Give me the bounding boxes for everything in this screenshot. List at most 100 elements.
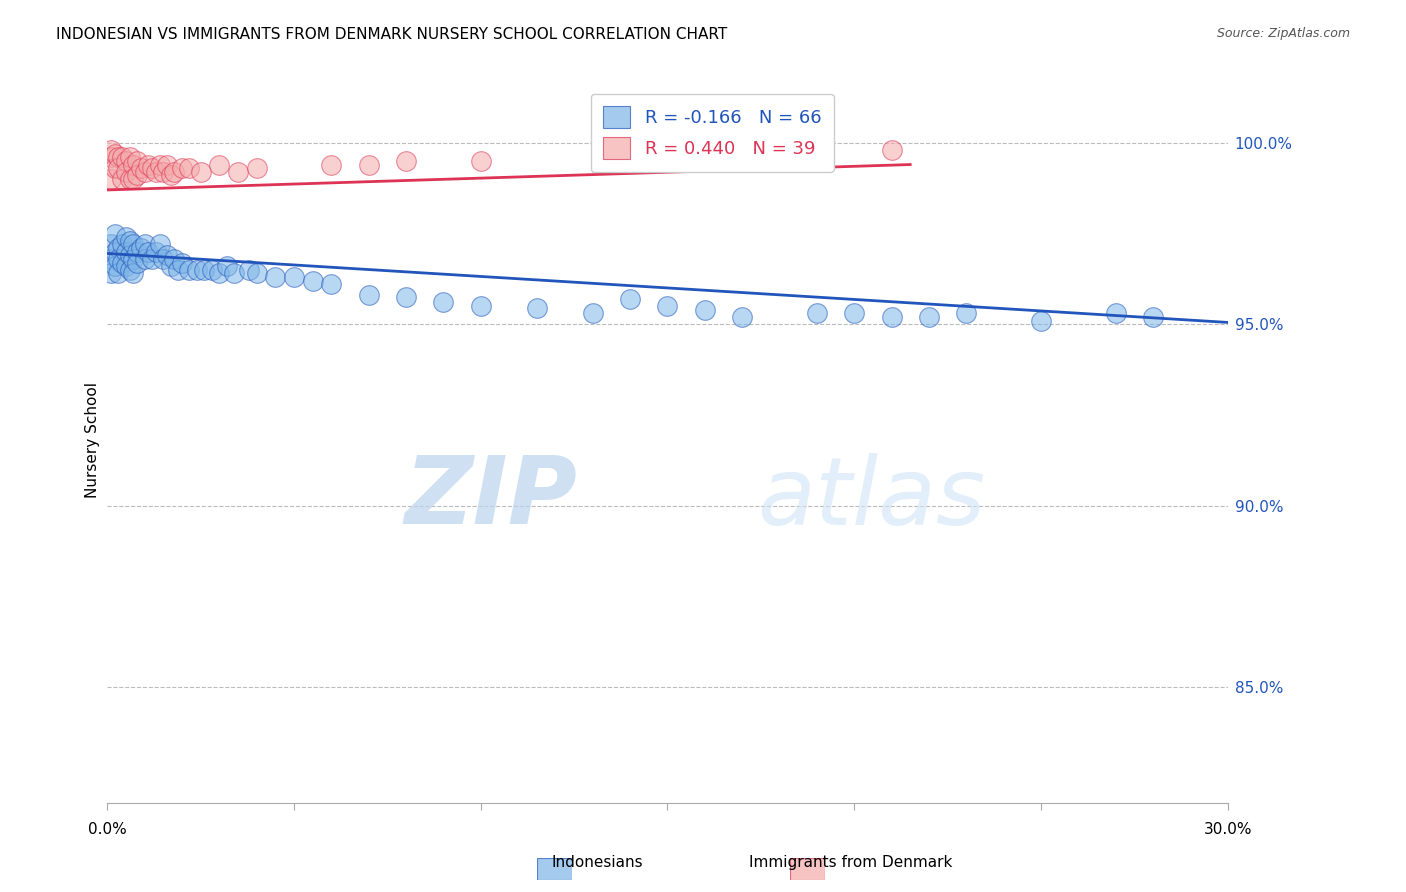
Point xyxy=(145,244,167,259)
Point xyxy=(104,146,127,161)
Text: Source: ZipAtlas.com: Source: ZipAtlas.com xyxy=(1216,27,1350,40)
Point xyxy=(100,150,122,164)
Point xyxy=(129,161,152,176)
Point xyxy=(432,295,454,310)
Point xyxy=(619,150,641,164)
Point xyxy=(186,262,208,277)
Text: 30.0%: 30.0% xyxy=(1204,822,1251,837)
Point xyxy=(127,255,149,269)
Point xyxy=(179,262,201,277)
Point xyxy=(880,310,903,324)
Point xyxy=(918,310,941,324)
Text: INDONESIAN VS IMMIGRANTS FROM DENMARK NURSERY SCHOOL CORRELATION CHART: INDONESIAN VS IMMIGRANTS FROM DENMARK NU… xyxy=(56,27,727,42)
Point xyxy=(170,161,193,176)
Point xyxy=(170,255,193,269)
Point xyxy=(208,157,231,171)
Point xyxy=(283,270,305,285)
Point xyxy=(104,227,127,241)
Point xyxy=(118,262,141,277)
Point xyxy=(693,302,716,317)
Point xyxy=(156,248,179,262)
Point xyxy=(111,172,134,186)
Point xyxy=(129,241,152,255)
Point xyxy=(395,290,418,304)
Point xyxy=(107,161,129,176)
Point xyxy=(148,237,170,252)
Point xyxy=(880,143,903,157)
Point xyxy=(264,270,287,285)
Point xyxy=(111,150,134,164)
Point xyxy=(470,299,492,313)
Point xyxy=(179,161,201,176)
Point xyxy=(115,153,138,168)
Point xyxy=(215,259,238,273)
Point xyxy=(152,252,174,266)
Point xyxy=(226,165,249,179)
Point xyxy=(163,165,186,179)
Point xyxy=(201,262,224,277)
Point xyxy=(111,255,134,269)
Point xyxy=(111,237,134,252)
Point xyxy=(118,172,141,186)
Point xyxy=(104,244,127,259)
Point xyxy=(100,237,122,252)
Point xyxy=(1029,313,1052,327)
Point xyxy=(141,161,163,176)
Point xyxy=(100,252,122,266)
Point xyxy=(321,277,343,292)
Point xyxy=(127,169,149,183)
Point xyxy=(844,306,866,320)
Point xyxy=(107,267,129,281)
Point xyxy=(115,259,138,273)
Point xyxy=(163,252,186,266)
Point xyxy=(145,165,167,179)
Point xyxy=(118,248,141,262)
Point xyxy=(470,153,492,168)
Point xyxy=(806,306,828,320)
Point xyxy=(122,237,145,252)
Point xyxy=(136,157,159,171)
Point xyxy=(731,310,754,324)
Point xyxy=(619,292,641,306)
Point xyxy=(1142,310,1164,324)
Point xyxy=(301,274,323,288)
Point xyxy=(148,157,170,171)
Point xyxy=(127,153,149,168)
Text: Immigrants from Denmark: Immigrants from Denmark xyxy=(749,855,952,870)
Text: Indonesians: Indonesians xyxy=(551,855,644,870)
Point xyxy=(156,157,179,171)
Point xyxy=(152,165,174,179)
Text: ZIP: ZIP xyxy=(405,452,578,544)
Y-axis label: Nursery School: Nursery School xyxy=(86,383,100,499)
Point xyxy=(115,230,138,244)
Point xyxy=(127,244,149,259)
Point xyxy=(118,234,141,248)
Point xyxy=(122,157,145,171)
Point xyxy=(115,244,138,259)
Point xyxy=(104,259,127,273)
Point xyxy=(159,169,181,183)
Point xyxy=(224,267,246,281)
Point xyxy=(238,262,260,277)
Point xyxy=(321,157,343,171)
Point xyxy=(357,288,380,302)
Point xyxy=(122,252,145,266)
Point xyxy=(190,165,212,179)
Point xyxy=(100,143,122,157)
Point xyxy=(100,267,122,281)
Point xyxy=(246,267,269,281)
Point xyxy=(107,241,129,255)
Text: atlas: atlas xyxy=(756,453,986,544)
Point xyxy=(122,267,145,281)
Point xyxy=(657,299,679,313)
Point xyxy=(193,262,215,277)
Point xyxy=(100,172,122,186)
Point xyxy=(141,252,163,266)
Point xyxy=(357,157,380,171)
Point xyxy=(134,252,156,266)
Point xyxy=(107,252,129,266)
Point xyxy=(246,161,269,176)
Point xyxy=(134,237,156,252)
Point xyxy=(208,267,231,281)
Point xyxy=(134,165,156,179)
